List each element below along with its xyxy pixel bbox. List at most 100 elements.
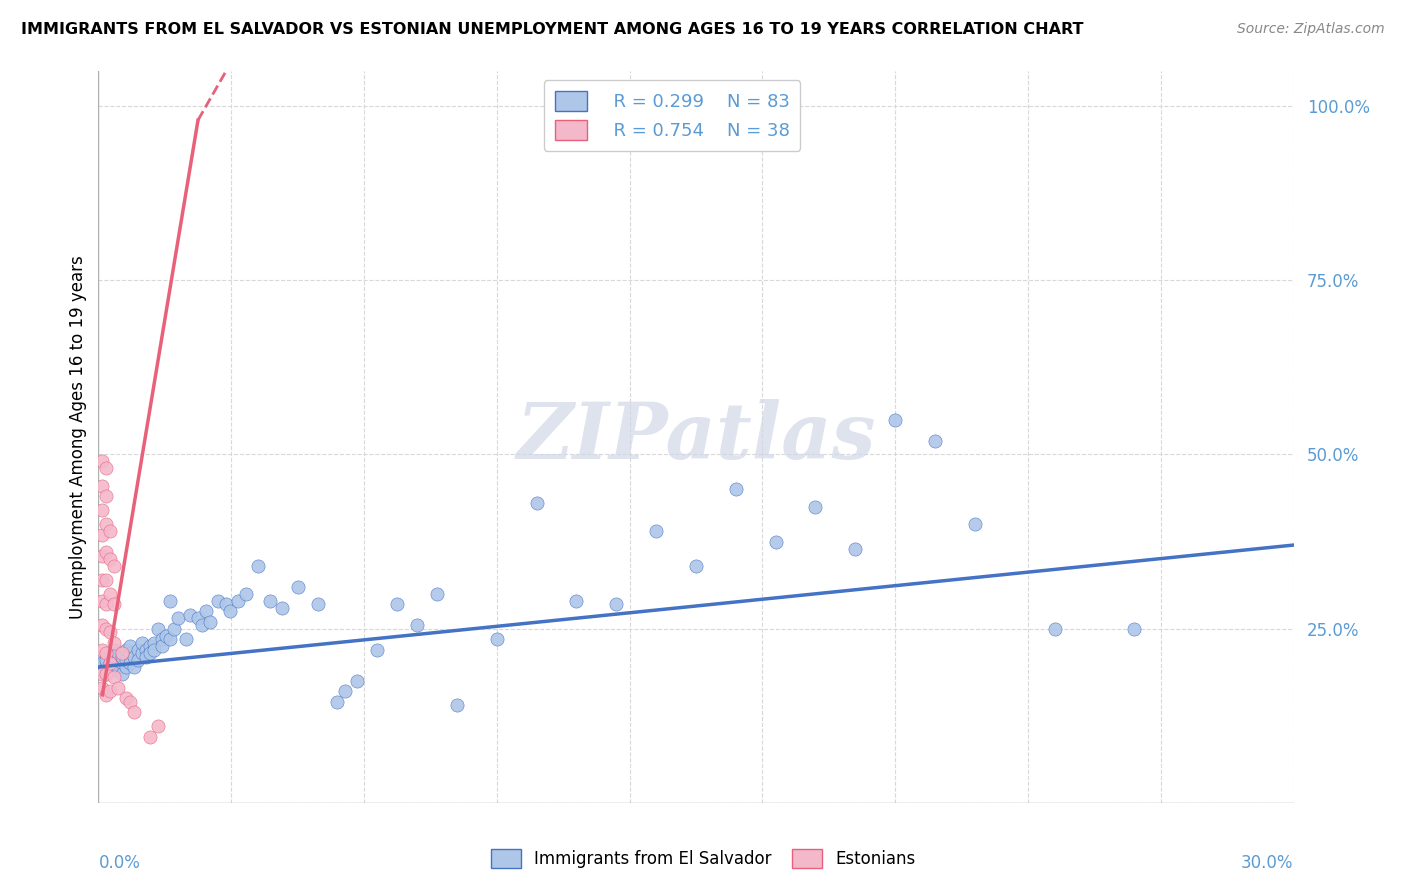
Point (219, 604, 242, 618)
Point (103, 670, 125, 684)
Point (127, 642, 149, 657)
Point (924, 434, 946, 448)
Point (111, 649, 134, 664)
Point (91, 454, 114, 468)
Point (150, 639, 173, 653)
Point (235, 587, 257, 601)
Legend: Immigrants from El Salvador, Estonians: Immigrants from El Salvador, Estonians (484, 843, 922, 875)
Legend:   R = 0.299    N = 83,   R = 0.754    N = 38: R = 0.299 N = 83, R = 0.754 N = 38 (544, 80, 800, 151)
Point (120, 657, 142, 671)
Point (115, 660, 138, 674)
Point (103, 642, 125, 657)
Text: IMMIGRANTS FROM EL SALVADOR VS ESTONIAN UNEMPLOYMENT AMONG AGES 16 TO 19 YEARS C: IMMIGRANTS FROM EL SALVADOR VS ESTONIAN … (21, 22, 1084, 37)
Point (98, 524, 122, 538)
Point (526, 496, 548, 510)
Point (124, 649, 146, 664)
Point (96, 461, 118, 475)
Point (111, 667, 134, 681)
Point (91, 657, 114, 671)
Point (103, 664, 125, 678)
Point (91, 594, 114, 608)
Point (120, 639, 142, 653)
Text: 0.0%: 0.0% (98, 854, 141, 872)
Point (804, 500, 827, 514)
Point (143, 642, 166, 657)
Point (98, 660, 122, 674)
Point (1043, 622, 1066, 636)
Point (96, 597, 118, 611)
Point (91, 549, 114, 563)
Point (155, 629, 177, 643)
Point (148, 622, 170, 636)
Point (259, 594, 281, 608)
Point (143, 635, 166, 649)
Point (139, 646, 162, 660)
Point (111, 646, 134, 660)
Point (107, 660, 129, 674)
Point (963, 517, 986, 532)
Point (605, 597, 627, 611)
Point (91, 642, 114, 657)
Point (565, 594, 588, 608)
Point (385, 597, 409, 611)
Point (191, 618, 214, 632)
Point (215, 597, 238, 611)
Point (844, 541, 866, 556)
Text: 30.0%: 30.0% (1241, 854, 1294, 872)
Point (124, 660, 146, 674)
Point (103, 649, 125, 664)
Point (91, 681, 114, 695)
Point (91, 664, 114, 678)
Point (645, 524, 668, 538)
Point (270, 600, 292, 615)
Point (226, 594, 249, 608)
Y-axis label: Unemployment Among Ages 16 to 19 years: Unemployment Among Ages 16 to 19 years (69, 255, 87, 619)
Point (195, 604, 218, 618)
Point (107, 681, 129, 695)
Point (98, 646, 122, 660)
Point (98, 657, 122, 671)
Point (115, 691, 138, 706)
Point (198, 615, 221, 629)
Point (159, 632, 181, 646)
Point (96, 660, 118, 674)
Point (98, 684, 122, 698)
Point (335, 684, 357, 698)
Point (139, 730, 162, 744)
Point (135, 642, 157, 657)
Text: ZIPatlas: ZIPatlas (516, 399, 876, 475)
Point (107, 646, 129, 660)
Point (485, 632, 508, 646)
Point (1123, 622, 1146, 636)
Point (884, 412, 907, 426)
Point (163, 622, 186, 636)
Point (207, 594, 229, 608)
Point (96, 545, 118, 559)
Point (103, 558, 125, 573)
Point (91, 667, 114, 681)
Point (91, 618, 114, 632)
Point (127, 653, 149, 667)
Point (91, 479, 114, 493)
Point (98, 587, 122, 601)
Point (446, 698, 468, 713)
Point (426, 587, 449, 601)
Point (246, 558, 269, 573)
Point (91, 527, 114, 541)
Point (148, 719, 170, 733)
Point (96, 667, 118, 681)
Point (103, 635, 125, 649)
Point (91, 649, 114, 664)
Point (96, 517, 118, 532)
Point (131, 635, 153, 649)
Point (96, 653, 118, 667)
Point (120, 646, 142, 660)
Point (287, 580, 309, 594)
Point (111, 657, 134, 671)
Point (98, 625, 122, 640)
Point (98, 657, 122, 671)
Point (115, 653, 138, 667)
Point (174, 632, 197, 646)
Point (96, 646, 118, 660)
Point (120, 695, 142, 709)
